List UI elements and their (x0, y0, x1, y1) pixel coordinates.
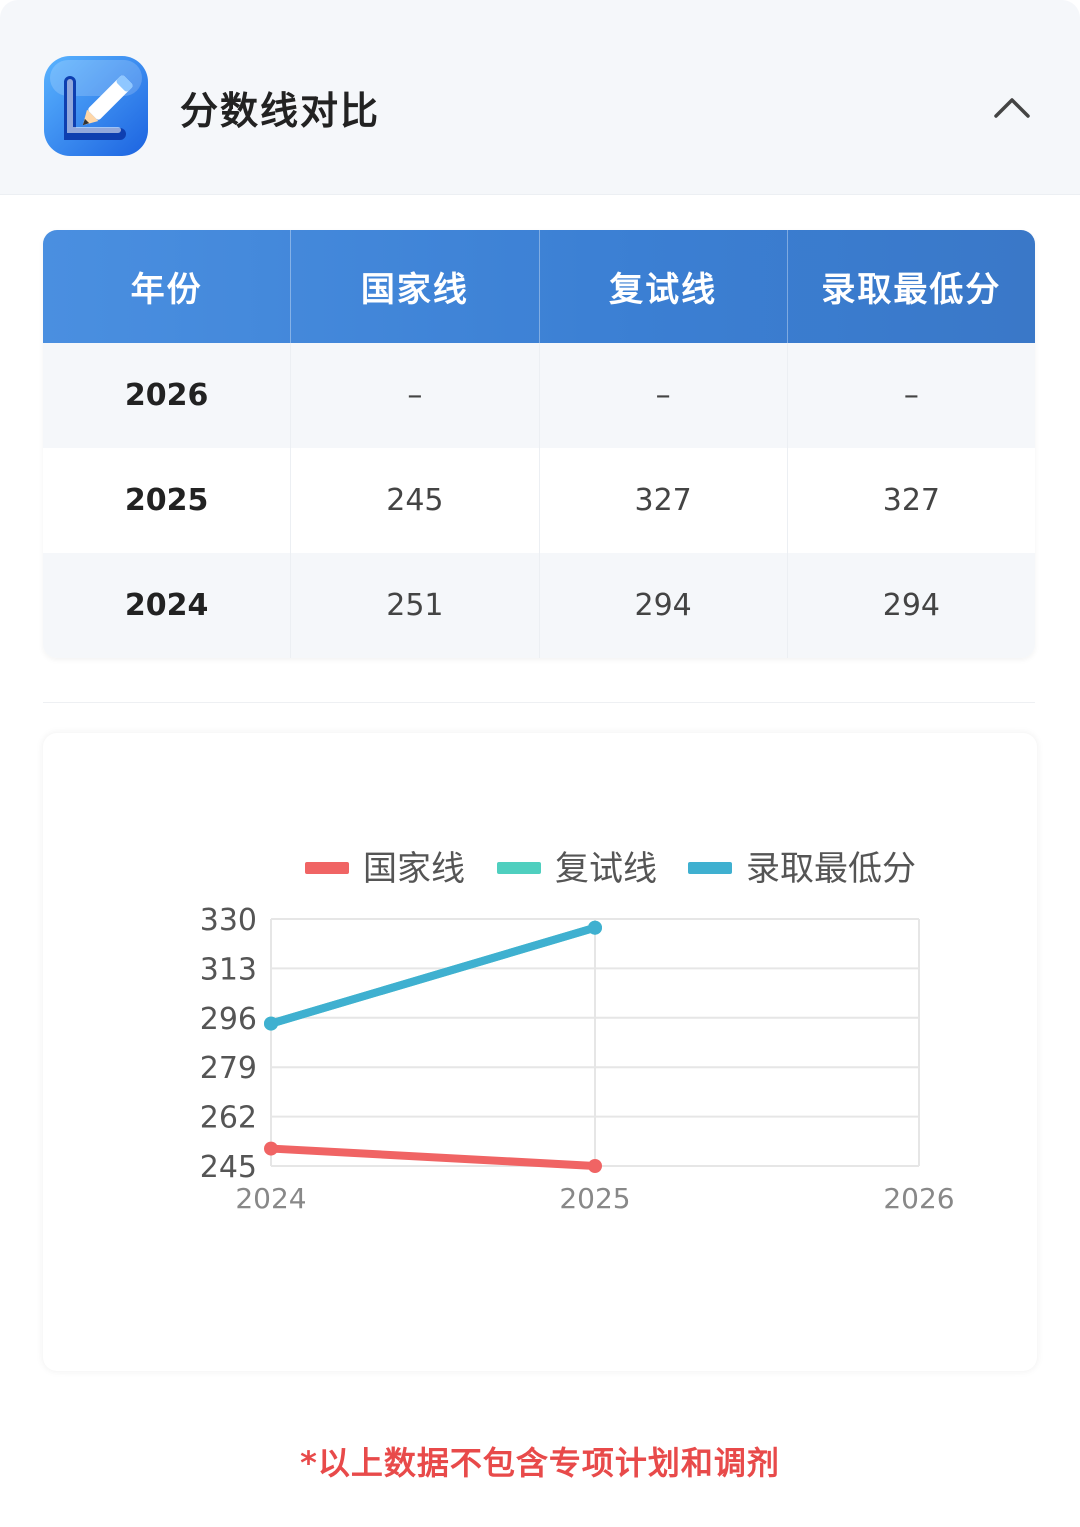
score-line-chart: 330 313 296 279 262 245 2024 2025 2026 国家线 复试线 录取最低… (43, 733, 1037, 1371)
pencil-icon (40, 50, 152, 162)
data-point (264, 1141, 278, 1156)
table-cell: – (540, 343, 788, 448)
column-header-retest-line: 复试线 (540, 230, 788, 343)
page-title: 分数线对比 (180, 89, 381, 133)
panel-header: 分数线对比 (0, 0, 1080, 195)
data-point (264, 1016, 278, 1031)
table-cell: – (903, 378, 919, 413)
y-tick-label: 296 (200, 1002, 257, 1037)
legend-swatch (688, 862, 732, 874)
table-row: 2024 251 294 294 (43, 553, 1035, 658)
series-line (267, 1144, 599, 1170)
x-tick-label: 2024 (235, 1182, 306, 1215)
legend-swatch (305, 862, 349, 874)
table-cell: 327 (540, 448, 788, 553)
divider (43, 702, 1035, 703)
y-tick-label: 313 (200, 952, 257, 987)
table-cell: 251 (291, 553, 540, 658)
x-tick-label: 2026 (883, 1182, 954, 1215)
legend-label: 复试线 (555, 849, 657, 889)
table-cell: 245 (291, 448, 540, 553)
table-cell: 2024 (43, 553, 292, 658)
data-point (588, 920, 602, 935)
table-row: 2026 – – – (43, 343, 1035, 448)
series-line (267, 923, 599, 1028)
table-cell: – (291, 343, 540, 448)
data-point (588, 1159, 602, 1173)
table-cell: 294 (540, 553, 788, 658)
footnote: *以上数据不包含专项计划和调剂 (300, 1444, 780, 1482)
x-tick-label: 2025 (559, 1182, 630, 1215)
legend-swatch (497, 862, 541, 874)
chevron-up-icon[interactable] (990, 88, 1034, 124)
table-header: 年份 国家线 复试线 录取最低分 (43, 230, 1035, 343)
column-header-year: 年份 (43, 230, 292, 343)
y-tick-label: 245 (200, 1150, 257, 1185)
y-tick-label: 262 (200, 1101, 257, 1136)
table-cell: 2025 (43, 448, 292, 553)
table-row: 2025 245 327 327 (43, 448, 1035, 553)
table-cell: 327 (882, 483, 940, 518)
table-cell: 294 (882, 588, 940, 623)
score-table: 年份 国家线 复试线 录取最低分 2026 – – – 2025 245 327… (43, 230, 1035, 658)
y-tick-label: 330 (200, 903, 257, 938)
table-cell: 2026 (43, 343, 292, 448)
column-header-national-line: 国家线 (291, 230, 540, 343)
legend-label: 录取最低分 (746, 849, 916, 889)
column-header-min-admission: 录取最低分 (821, 270, 1002, 310)
legend-label: 国家线 (363, 849, 465, 889)
y-tick-label: 279 (200, 1051, 257, 1086)
